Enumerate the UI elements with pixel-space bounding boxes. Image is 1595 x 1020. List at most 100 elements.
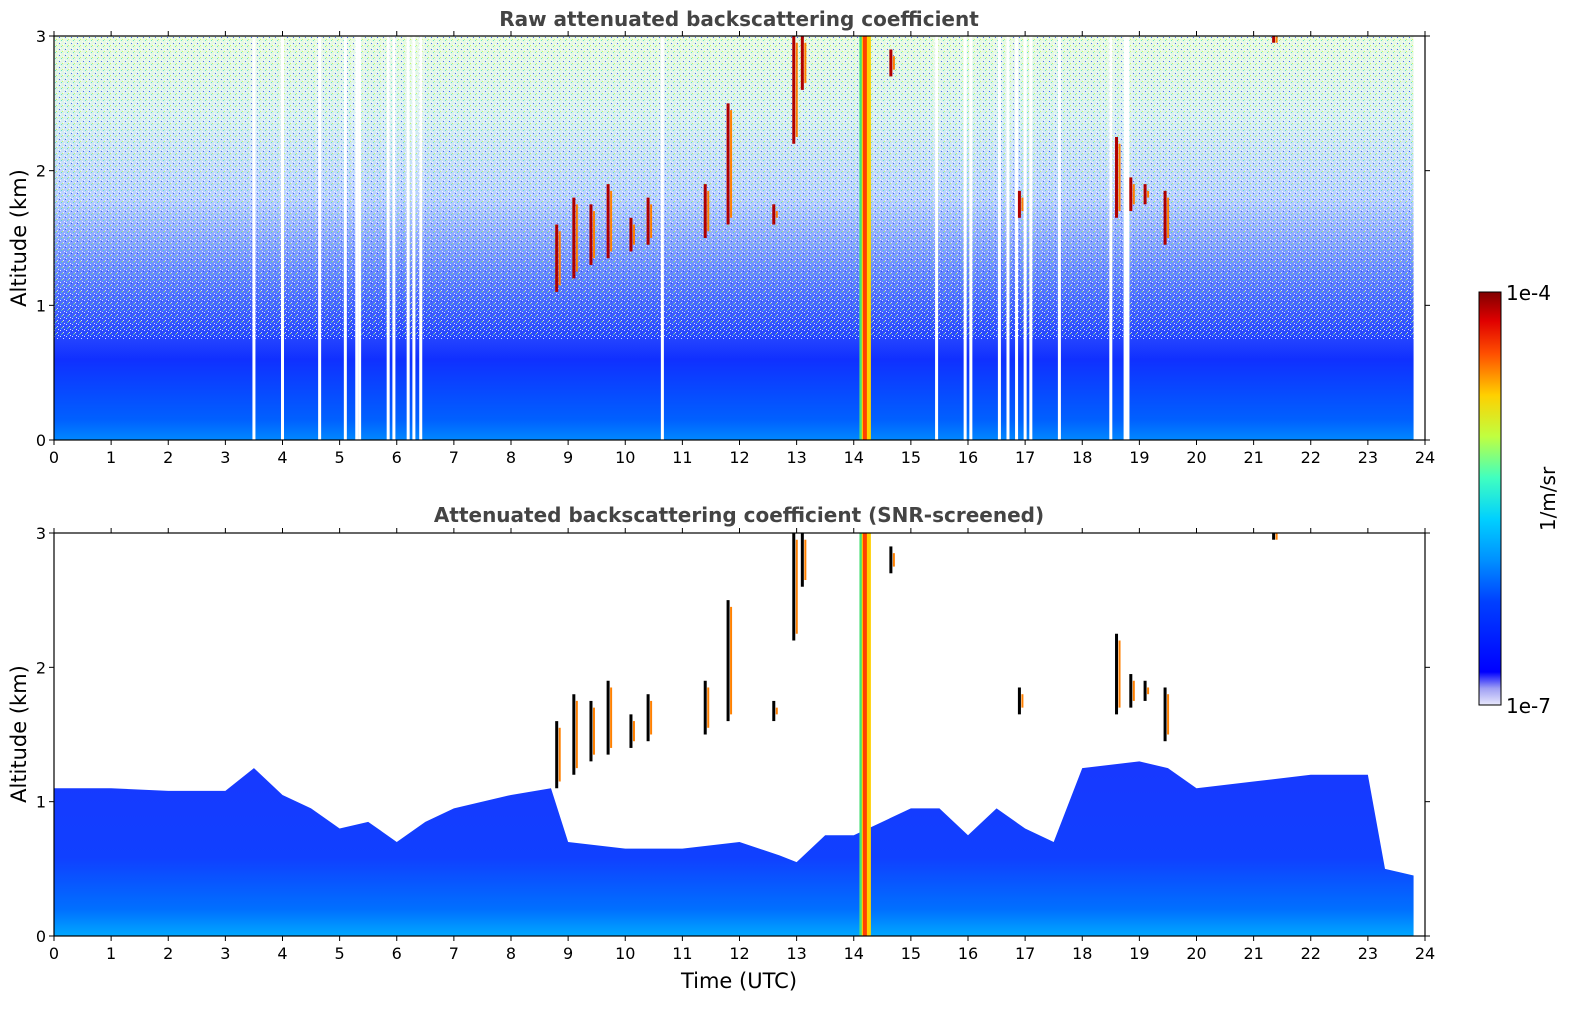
- x-tick-label: 19: [1129, 448, 1149, 467]
- x-tick-label: 4: [277, 944, 287, 963]
- x-tick-label: 8: [506, 448, 516, 467]
- data-gap: [660, 36, 664, 440]
- x-tick-label: 23: [1358, 448, 1378, 467]
- colorbar-min-label: 1e-7: [1506, 694, 1551, 718]
- x-tick-label: 23: [1358, 944, 1378, 963]
- data-gap: [386, 36, 390, 440]
- y-tick-label: 0: [36, 927, 46, 946]
- y-tick-label: 1: [36, 296, 46, 315]
- screened-y-axis-label: Altitude (km): [7, 665, 31, 803]
- x-tick-label: 16: [958, 944, 978, 963]
- y-tick-label: 1: [36, 793, 46, 812]
- precip-column-edge: [859, 533, 862, 936]
- screened-panel-title: Attenuated backscattering coefficient (S…: [434, 503, 1044, 527]
- x-tick-label: 14: [844, 448, 864, 467]
- colorbar-unit-label: 1/m/sr: [1536, 466, 1560, 531]
- precip-column-core: [862, 533, 867, 936]
- data-gap: [1109, 36, 1113, 440]
- x-tick-label: 13: [786, 448, 806, 467]
- x-tick-label: 6: [392, 448, 402, 467]
- x-tick-label: 11: [672, 944, 692, 963]
- data-gap: [419, 36, 423, 440]
- data-gap: [969, 36, 973, 440]
- x-tick-label: 9: [563, 448, 573, 467]
- data-gap: [1057, 36, 1061, 440]
- x-tick-label: 12: [729, 944, 749, 963]
- colorbar-max-label: 1e-4: [1506, 281, 1551, 305]
- raw-noise-texture: [54, 36, 1414, 339]
- x-tick-label: 8: [506, 944, 516, 963]
- data-gap: [318, 36, 322, 440]
- screened-backscatter-panel: Attenuated backscattering coefficient (S…: [7, 503, 1435, 993]
- data-gap: [997, 36, 1001, 440]
- x-tick-label: 11: [672, 448, 692, 467]
- data-gap: [355, 36, 359, 440]
- precip-column-core: [862, 36, 867, 440]
- data-gap: [281, 36, 284, 440]
- x-tick-label: 16: [958, 448, 978, 467]
- x-tick-label: 0: [49, 944, 59, 963]
- x-tick-label: 17: [1015, 944, 1035, 963]
- raw-axes: 0 1 2 3 4 5 6 7 8 9 10 11 12 13 14 15 16 17 18 19 20 21 22 23 24…: [36, 27, 1435, 467]
- x-tick-label: 3: [220, 448, 230, 467]
- x-tick-label: 0: [49, 448, 59, 467]
- x-tick-label: 22: [1301, 944, 1321, 963]
- data-gap: [1126, 36, 1130, 440]
- x-tick-label: 7: [449, 448, 459, 467]
- y-tick-label: 0: [36, 431, 46, 450]
- precip-column-edge: [859, 36, 862, 440]
- raw-heatmap: [54, 36, 1414, 440]
- x-tick-label: 9: [563, 944, 573, 963]
- x-tick-label: 10: [615, 448, 635, 467]
- y-tick-label: 3: [36, 524, 46, 543]
- x-tick-label: 7: [449, 944, 459, 963]
- x-tick-label: 5: [335, 944, 345, 963]
- x-tick-label: 1: [106, 448, 116, 467]
- x-tick-label: 12: [729, 448, 749, 467]
- x-tick-label: 24: [1415, 448, 1435, 467]
- raw-backscatter-panel: Raw attenuated backscattering coefficien…: [7, 7, 1435, 467]
- raw-y-axis-label: Altitude (km): [7, 169, 31, 307]
- x-axis-label: Time (UTC): [680, 969, 797, 993]
- data-gap: [1023, 36, 1027, 440]
- data-gap: [343, 36, 347, 440]
- x-tick-label: 5: [335, 448, 345, 467]
- x-tick-label: 18: [1072, 448, 1092, 467]
- data-gap: [1015, 36, 1019, 440]
- x-tick-label: 2: [163, 944, 173, 963]
- data-gap: [1029, 36, 1033, 440]
- x-tick-label: 22: [1301, 448, 1321, 467]
- x-tick-label: 1: [106, 944, 116, 963]
- x-tick-label: 21: [1243, 448, 1263, 467]
- data-gap: [252, 36, 256, 440]
- data-gap: [358, 36, 362, 440]
- data-gap: [1006, 36, 1010, 440]
- colorbar-gradient: [1478, 291, 1502, 706]
- x-tick-label: 10: [615, 944, 635, 963]
- boundary-layer-aerosol: [54, 761, 1414, 936]
- x-tick-label: 20: [1186, 448, 1206, 467]
- x-tick-label: 13: [786, 944, 806, 963]
- x-tick-label: 18: [1072, 944, 1092, 963]
- colorbar: 1e-4 1e-7 1/m/sr: [1478, 281, 1560, 718]
- data-gap: [935, 36, 939, 440]
- x-tick-label: 3: [220, 944, 230, 963]
- x-tick-label: 2: [163, 448, 173, 467]
- data-gap: [963, 36, 967, 440]
- x-tick-label: 24: [1415, 944, 1435, 963]
- raw-panel-title: Raw attenuated backscattering coefficien…: [499, 7, 979, 31]
- x-tick-label: 15: [901, 448, 921, 467]
- screened-axes: 0 1 2 3 4 5 6 7 8 9 10 11 12 13 14 15 16 17 18 19 20 21 22 23 24…: [36, 524, 1435, 963]
- x-tick-label: 6: [392, 944, 402, 963]
- data-gap: [406, 36, 410, 440]
- data-gap: [1123, 36, 1127, 440]
- x-tick-label: 21: [1243, 944, 1263, 963]
- y-tick-label: 3: [36, 27, 46, 46]
- y-tick-label: 2: [36, 162, 46, 181]
- x-tick-label: 17: [1015, 448, 1035, 467]
- x-tick-label: 4: [277, 448, 287, 467]
- data-gap: [392, 36, 396, 440]
- screened-heatmap: [54, 533, 1414, 936]
- y-tick-label: 2: [36, 658, 46, 677]
